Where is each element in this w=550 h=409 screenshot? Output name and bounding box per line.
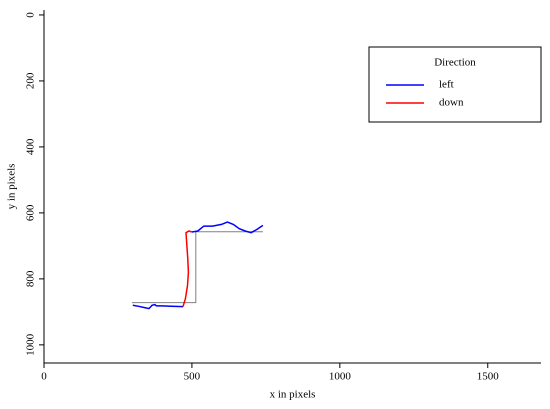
y-tick-label: 1000 bbox=[25, 333, 37, 356]
x-tick-label: 0 bbox=[41, 371, 47, 383]
legend-title: Direction bbox=[434, 57, 476, 69]
reference-line bbox=[131, 231, 263, 304]
x-tick-label: 500 bbox=[184, 371, 201, 383]
line bbox=[182, 230, 193, 307]
legend-label: down bbox=[439, 97, 464, 109]
y-tick-label: 0 bbox=[25, 12, 37, 18]
x-tick-label: 1000 bbox=[329, 371, 352, 383]
y-axis-label: y in pixels bbox=[6, 164, 18, 210]
y-tick-label: 800 bbox=[25, 270, 37, 287]
line bbox=[132, 221, 264, 310]
y-tick-label: 600 bbox=[25, 204, 37, 221]
x-axis-label: x in pixels bbox=[270, 389, 316, 401]
y-tick-label: 200 bbox=[25, 72, 37, 89]
y-tick-label: 400 bbox=[25, 138, 37, 155]
legend-label: left bbox=[439, 79, 454, 91]
x-tick-label: 1500 bbox=[477, 371, 500, 383]
